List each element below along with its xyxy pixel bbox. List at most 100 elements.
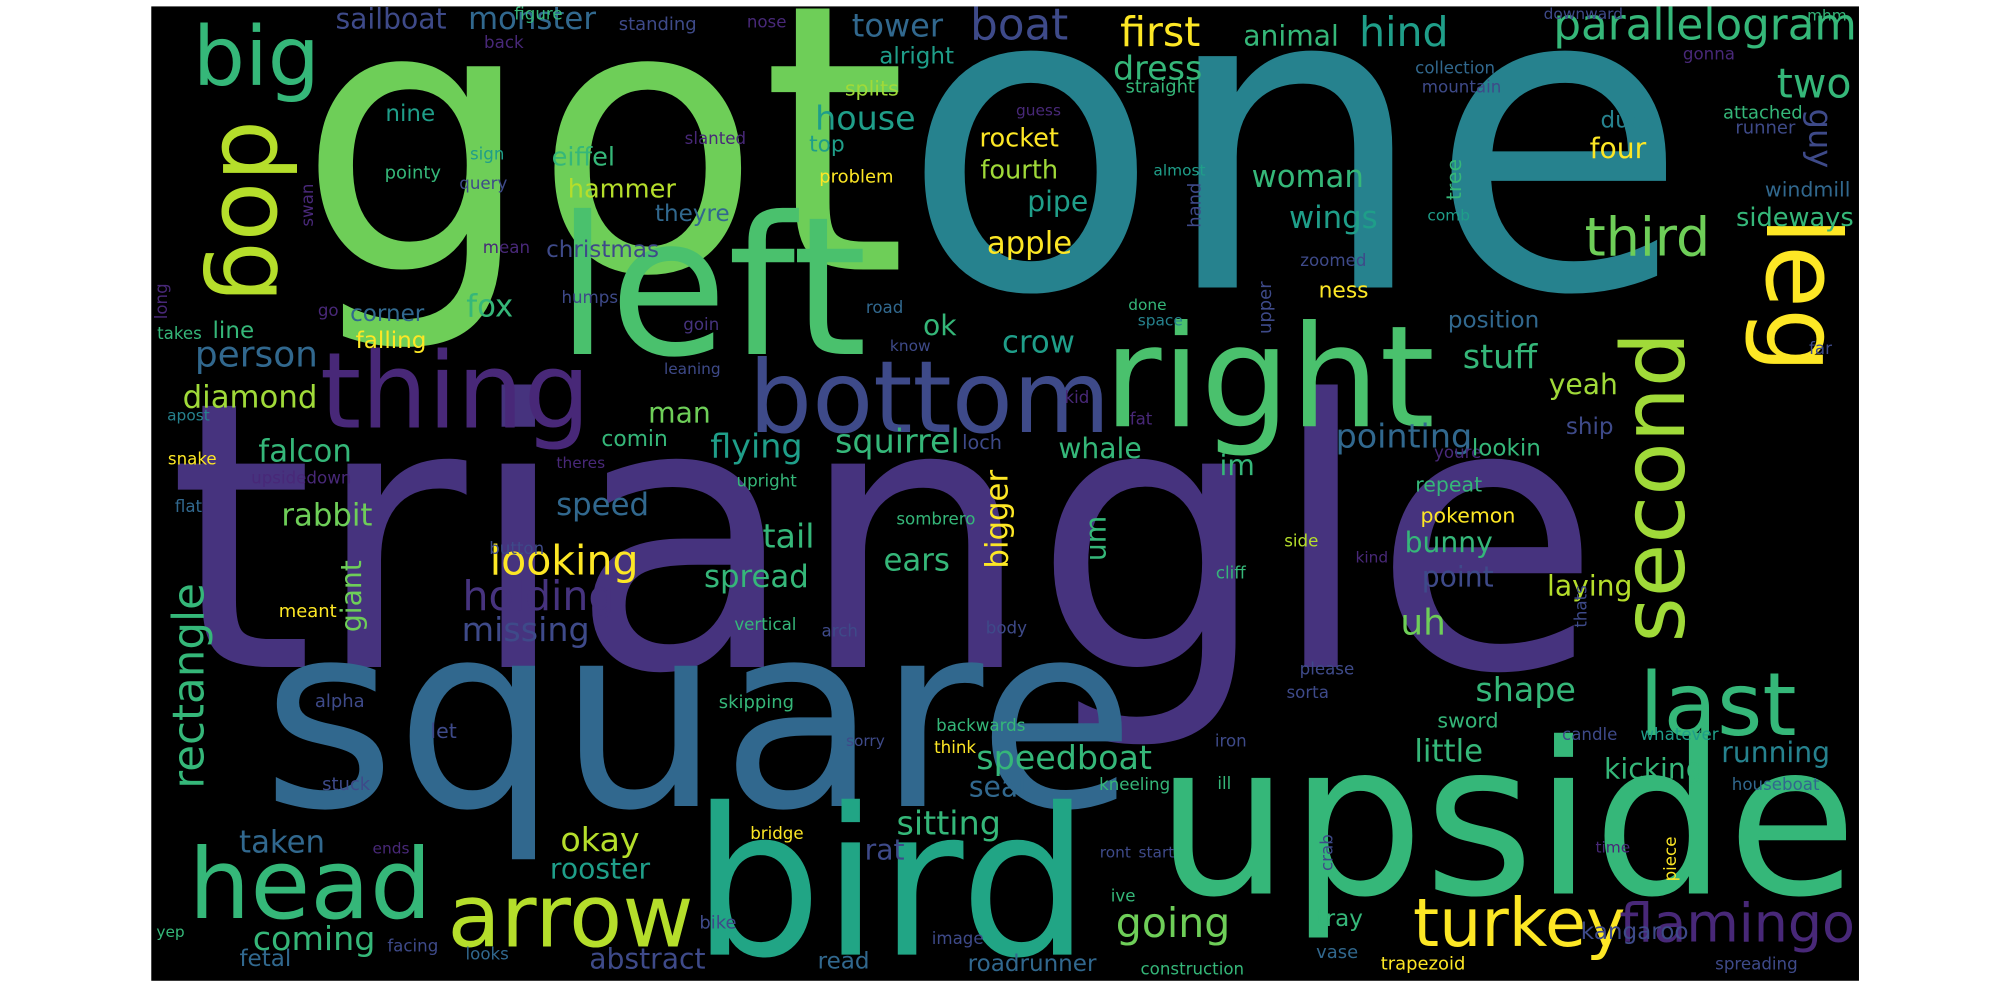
word: kangaroo (1581, 919, 1689, 945)
word: spread (704, 559, 809, 595)
word: loch (962, 431, 1002, 454)
word: right (1104, 296, 1435, 460)
word: triangle (168, 322, 1601, 755)
word: tower (852, 7, 944, 45)
word: going (1116, 899, 1231, 947)
word: big (193, 10, 320, 105)
word: cliff (1216, 564, 1246, 583)
word: know (890, 337, 931, 355)
word: first (1120, 8, 1200, 56)
word: flying (710, 427, 802, 466)
word: man (648, 396, 711, 429)
word: four (1590, 132, 1647, 165)
word: ok (923, 309, 957, 342)
word: fat (1130, 410, 1153, 429)
word: im (1220, 449, 1255, 482)
word: guess (1016, 101, 1061, 119)
word: fetal (239, 946, 291, 972)
word: please (1300, 660, 1355, 679)
word: backwards (936, 716, 1025, 735)
word: spreading (1715, 955, 1798, 974)
word: position (1448, 308, 1539, 334)
word: upsidedown (251, 469, 351, 488)
word: rabbit (281, 497, 372, 533)
word: comin (601, 427, 667, 452)
word: meant (279, 601, 337, 622)
word: rooster (550, 853, 651, 886)
word: alpha (315, 691, 365, 712)
word: piece (1661, 837, 1680, 882)
word: speedboat (976, 738, 1152, 777)
word: done (1128, 296, 1166, 314)
word: diamond (183, 379, 318, 415)
word: seal (969, 771, 1026, 804)
word: mountain (1422, 78, 1501, 97)
word: bunny (1405, 526, 1493, 559)
word: upright (737, 471, 798, 490)
word: left (556, 177, 867, 400)
word: eiffel (552, 143, 615, 173)
word: hind (1359, 8, 1448, 56)
word: sign (470, 144, 504, 163)
word: tray (1317, 906, 1363, 932)
word: christmas (546, 237, 659, 263)
word: road (866, 298, 903, 317)
word: fourth (980, 156, 1058, 186)
word: hand (1184, 183, 1205, 228)
word: boat (970, 1, 1068, 51)
word: leaning (664, 360, 721, 378)
word: vertical (734, 615, 796, 634)
word: go (318, 301, 339, 320)
word: pointy (385, 163, 442, 184)
word: side (1284, 532, 1318, 551)
word: sorry (846, 732, 885, 750)
word: head (189, 828, 432, 941)
word: duck (1601, 108, 1657, 134)
word: upper (1255, 281, 1276, 334)
word: comb (1427, 206, 1470, 224)
word: space (1138, 312, 1183, 330)
word: stuff (1463, 337, 1539, 376)
word: sombrero (896, 510, 975, 529)
word: kneeling (1099, 775, 1170, 794)
word: almost (1153, 162, 1205, 180)
word: little (1414, 733, 1483, 769)
word: candle (1562, 725, 1617, 744)
word: crab (1317, 834, 1336, 871)
word: dress (1113, 48, 1202, 87)
word: windmill (1765, 178, 1851, 202)
word: image (932, 929, 984, 948)
word: third (1585, 206, 1711, 269)
word: thing (320, 330, 590, 453)
word: upside (1156, 698, 1858, 944)
word: standing (619, 14, 697, 35)
word: bike (699, 913, 736, 934)
word: line (213, 318, 255, 344)
word: ends (373, 840, 410, 858)
word: tail (762, 516, 814, 555)
word: think (934, 738, 976, 757)
word: squirrel (835, 422, 960, 461)
word: monster (468, 1, 596, 37)
word: okay (560, 820, 639, 859)
word: ness (1319, 279, 1369, 304)
word: takes (157, 324, 202, 343)
word: bottom (749, 339, 1111, 456)
word: construction (1141, 960, 1245, 979)
word: pokemon (1421, 503, 1516, 527)
word: pipe (1027, 185, 1088, 218)
word: looks (466, 944, 509, 963)
word: back (484, 33, 524, 52)
word: theres (556, 454, 605, 472)
word: snake (168, 449, 217, 468)
word: slanted (685, 129, 746, 148)
word: giant (335, 560, 368, 632)
word: button (489, 539, 544, 558)
word: bigger (979, 470, 1015, 569)
word: alright (879, 43, 954, 69)
word: running (1721, 736, 1830, 769)
word: stuck (322, 774, 371, 795)
cloud-background (151, 6, 1859, 981)
word: zoomed (1300, 251, 1366, 270)
